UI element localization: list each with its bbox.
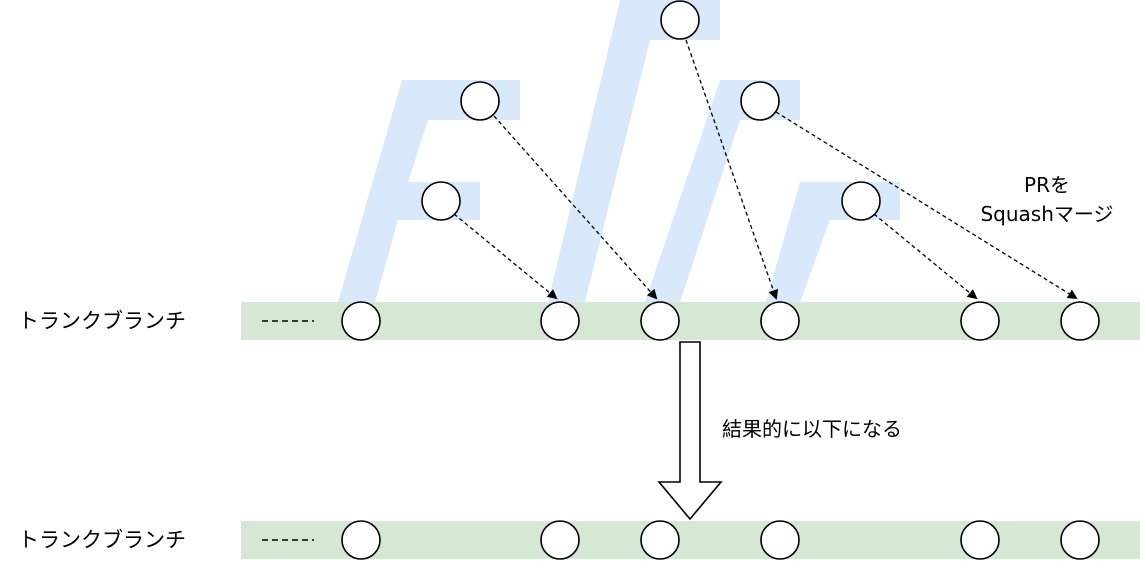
trunk-commit-node: [960, 520, 1000, 560]
trunk-commit-node: [341, 520, 381, 560]
bottom-trunk-commits: [341, 520, 1100, 560]
trunk-commit-node: [1060, 301, 1100, 341]
merge-edge-5: [775, 111, 1078, 300]
merge-note-line2: Squashマージ: [980, 202, 1113, 226]
branch-commits: [421, 0, 881, 221]
branch-commit-node: [421, 181, 461, 221]
trunk-commit-node: [640, 520, 680, 560]
branch-commit-node: [841, 181, 881, 221]
trunk-commit-node: [1060, 520, 1100, 560]
result-arrow: [657, 341, 723, 521]
bottom-trunk-label: トランクブランチ: [18, 528, 186, 552]
trunk-commit-node: [341, 301, 381, 341]
trunk-commit-node: [760, 301, 800, 341]
merge-edge-4: [873, 213, 978, 300]
trunk-commit-node: [960, 301, 1000, 341]
trunk-commit-node: [640, 301, 680, 341]
top-trunk-commits: [341, 301, 1100, 341]
branch-commit-node: [660, 0, 700, 40]
branch-shape-2: [548, 0, 720, 302]
top-trunk-label: トランクブランチ: [18, 309, 186, 333]
branch-commit-node: [460, 81, 500, 121]
feature-branches: [338, 0, 900, 302]
merge-note-line1: PRを: [1024, 173, 1070, 197]
trunk-commit-node: [540, 301, 580, 341]
merge-edge-3: [685, 39, 779, 300]
result-note: 結果的に以下になる: [722, 417, 902, 441]
merge-edge-2: [493, 115, 658, 300]
merge-edge-1: [453, 213, 558, 300]
branch-commit-node: [740, 81, 780, 121]
trunk-commit-node: [540, 520, 580, 560]
merge-edges: [453, 39, 1078, 300]
branch-shape-3: [645, 80, 800, 302]
trunk-commit-node: [760, 520, 800, 560]
